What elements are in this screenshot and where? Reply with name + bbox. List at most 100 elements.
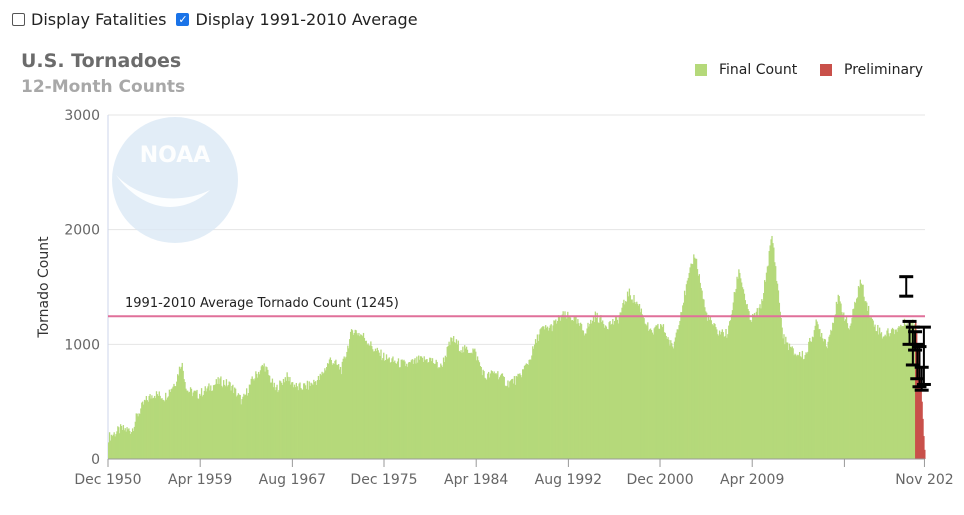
bar-final — [630, 299, 632, 459]
bar-final — [260, 366, 263, 459]
bar-final — [233, 393, 235, 459]
bar-final — [167, 396, 170, 459]
bar-preliminary — [916, 344, 919, 459]
bar-final — [264, 371, 266, 459]
bar-final — [796, 356, 798, 459]
bar-final — [896, 331, 898, 459]
bar-final — [732, 302, 735, 459]
bar-final — [671, 346, 674, 459]
bar-final — [153, 397, 155, 459]
bar-final — [589, 323, 591, 459]
bar-final — [576, 323, 578, 459]
y-tick-label: 0 — [91, 452, 100, 468]
bar-final — [617, 323, 620, 459]
bar-final — [326, 363, 329, 459]
bar-final — [245, 394, 247, 459]
bar-final — [302, 389, 304, 459]
bar-final — [714, 323, 716, 459]
bar-final — [671, 343, 673, 459]
legend-preliminary[interactable]: Preliminary — [820, 62, 923, 78]
checkbox-box-checked[interactable]: ✓ — [176, 13, 190, 26]
bar-final — [814, 325, 816, 459]
bar-final — [323, 372, 325, 459]
bar-final — [147, 401, 149, 459]
bar-final — [872, 320, 874, 459]
bar-final — [343, 356, 345, 459]
bar-final — [855, 298, 858, 459]
bar-final — [171, 388, 173, 459]
bar-final — [485, 378, 487, 459]
bar-final — [469, 353, 471, 459]
bar-final — [385, 354, 388, 459]
bar-final — [234, 387, 236, 459]
bar-final — [891, 327, 894, 459]
bar-final — [349, 331, 352, 459]
bar-final — [119, 433, 121, 459]
bar-final — [217, 377, 219, 459]
bar-final — [887, 328, 889, 459]
bar-final — [425, 359, 427, 459]
bar-final — [261, 364, 263, 459]
bar-final — [852, 309, 854, 459]
bar-final — [401, 359, 403, 459]
bar-final — [614, 321, 616, 459]
bar-final — [571, 319, 574, 459]
bar-final — [653, 328, 655, 459]
bar-final — [392, 356, 394, 459]
bar-final — [492, 373, 494, 459]
legend-final[interactable]: Final Count — [695, 62, 797, 78]
bar-final — [551, 331, 553, 459]
y-tick-label: 1000 — [64, 337, 100, 353]
display-fatalities-checkbox[interactable]: Display Fatalities — [12, 10, 166, 29]
bar-final — [610, 324, 612, 459]
x-tick-label: Dec 1950 — [74, 472, 141, 488]
bar-final — [330, 360, 332, 459]
bar-final — [850, 323, 852, 459]
bar-final — [848, 329, 850, 459]
bar-final — [600, 315, 602, 459]
bar-final — [451, 337, 453, 459]
bar-final — [533, 348, 535, 459]
bar-preliminary — [917, 350, 920, 459]
bar-final — [348, 348, 350, 459]
bar-final — [626, 291, 629, 459]
bar-final — [199, 393, 201, 459]
bar-final — [870, 317, 873, 459]
bar-final — [644, 323, 646, 459]
bar-final — [505, 386, 507, 459]
bar-final — [539, 329, 541, 459]
bar-final — [354, 329, 356, 459]
bar-final — [910, 321, 912, 459]
bar-final — [899, 327, 901, 459]
bar-final — [455, 339, 458, 459]
average-line-label: 1991-2010 Average Tornado Count (1245) — [125, 296, 399, 311]
bar-final — [188, 391, 191, 459]
bar-final — [135, 413, 137, 459]
display-average-checkbox[interactable]: ✓ Display 1991-2010 Average — [176, 10, 418, 29]
checkbox-box[interactable] — [12, 13, 25, 26]
bar-final — [512, 383, 515, 459]
bar-final — [243, 393, 245, 459]
bar-final — [609, 320, 611, 459]
bar-final — [752, 314, 755, 459]
bar-final — [854, 301, 856, 459]
bar-final — [681, 312, 683, 459]
bar-final — [440, 363, 442, 459]
bar-final — [590, 319, 592, 459]
bar-final — [623, 299, 625, 459]
bar-final — [888, 333, 890, 459]
bar-final — [665, 335, 667, 459]
bar-final — [554, 320, 556, 459]
bar-final — [501, 373, 504, 459]
bar-final — [531, 355, 533, 459]
bar-final — [729, 321, 731, 459]
bar-final — [679, 320, 681, 459]
bar-final — [866, 302, 868, 459]
bar-final — [186, 390, 188, 459]
bar-final — [263, 363, 265, 459]
bar-final — [691, 263, 693, 459]
bar-final — [453, 336, 455, 459]
bar-final — [545, 327, 548, 459]
bar-final — [356, 333, 358, 459]
bar-final — [779, 311, 781, 459]
